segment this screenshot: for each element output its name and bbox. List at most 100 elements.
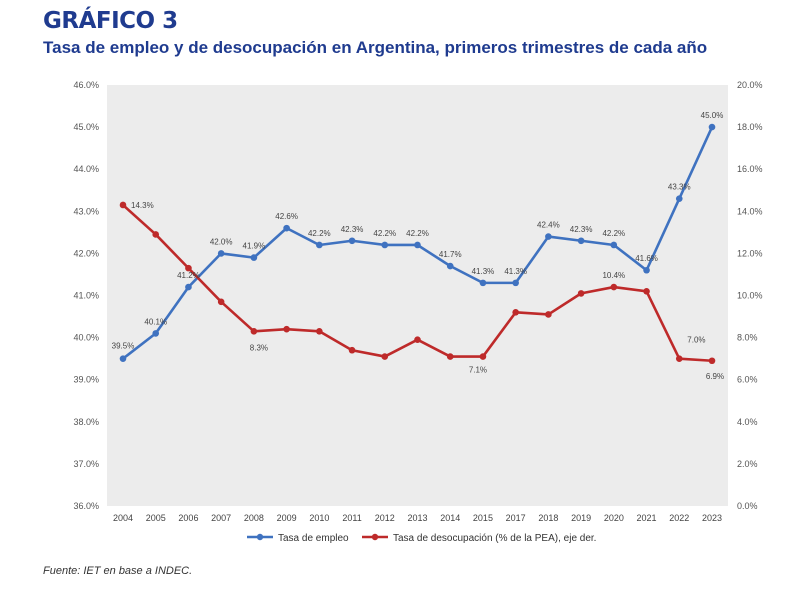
employment-point [348, 237, 356, 245]
employment-data-label: 42.2% [602, 229, 625, 238]
employment-point [414, 241, 421, 249]
employment-data-label: 42.3% [341, 225, 364, 234]
employment-data-label: 42.2% [373, 229, 396, 238]
x-axis-tick-label: 2011 [342, 513, 361, 523]
x-axis-tick-label: 2020 [604, 513, 624, 523]
employment-point [250, 254, 258, 261]
employment-data-label: 41.6% [635, 254, 658, 263]
employment-data-label: 41.3% [504, 267, 527, 276]
unemployment-point [479, 353, 487, 360]
x-axis-tick-label: 2012 [375, 513, 395, 523]
right-axis-tick-label: 14.0% [737, 206, 763, 216]
left-axis-tick-label: 36.0% [73, 501, 99, 511]
employment-point [217, 250, 225, 257]
right-axis-tick-label: 4.0% [737, 417, 758, 427]
unemployment-point [610, 283, 618, 291]
unemployment-point [577, 290, 585, 297]
unemployment-point [348, 346, 356, 354]
x-axis-tick-label: 2005 [146, 513, 166, 523]
employment-point [283, 224, 290, 232]
unemployment-point [414, 336, 421, 344]
right-axis-tick-label: 8.0% [737, 333, 758, 343]
unemployment-point [283, 325, 290, 333]
right-axis-tick-label: 10.0% [737, 291, 763, 301]
left-axis-tick-label: 41.0% [73, 291, 99, 301]
left-axis-tick-label: 39.0% [73, 375, 99, 385]
left-axis-tick-label: 38.0% [73, 417, 99, 427]
line-chart: 36.0% 37.0% 38.0% 39.0% 40.0% 41.0% 42.0% 43.0%… [73, 80, 763, 544]
employment-point [577, 237, 585, 245]
employment-data-label: 42.3% [570, 225, 593, 234]
unemployment-point [185, 264, 192, 272]
employment-data-label: 43.3% [668, 183, 691, 192]
unemployment-point [381, 353, 389, 360]
unemployment-data-label: 7.1% [469, 366, 487, 375]
unemployment-data-label: 14.3% [131, 201, 154, 210]
x-axis-tick-label: 2004 [113, 513, 133, 523]
employment-data-label: 42.6% [275, 212, 298, 221]
employment-point [381, 241, 389, 249]
employment-data-label: 39.5% [112, 342, 135, 351]
unemployment-point [512, 309, 519, 316]
x-axis-tick-label: 2007 [211, 513, 231, 523]
unemployment-point [250, 327, 258, 335]
x-axis-tick-label: 2023 [702, 513, 722, 523]
employment-data-label: 41.2% [177, 271, 200, 280]
employment-point [185, 283, 192, 291]
unemployment-point [545, 311, 552, 318]
employment-point [152, 330, 160, 337]
right-axis-tick-label: 2.0% [737, 459, 758, 469]
employment-point [675, 195, 683, 202]
right-axis-tick-label: 18.0% [737, 122, 763, 132]
legend-label-employment: Tasa de empleo [278, 533, 349, 544]
unemployment-point [316, 327, 323, 335]
plot-area [107, 85, 728, 506]
left-axis-tick-label: 40.0% [73, 333, 99, 343]
unemployment-point [217, 298, 225, 306]
employment-data-label: 42.0% [210, 237, 233, 246]
left-axis-tick-label: 37.0% [73, 459, 99, 469]
unemployment-point [152, 231, 160, 238]
right-axis-tick-label: 20.0% [737, 80, 763, 90]
unemployment-point [675, 355, 683, 362]
unemployment-data-label: 6.9% [706, 372, 724, 381]
right-axis-tick-label: 0.0% [737, 501, 758, 511]
unemployment-data-label: 7.0% [687, 336, 705, 345]
legend-marker-employment [256, 533, 264, 541]
unemployment-point [708, 357, 716, 365]
employment-point [446, 262, 454, 270]
source-note: Fuente: IET en base a INDEC. [43, 565, 193, 577]
employment-point [479, 279, 487, 287]
right-axis-tick-label: 6.0% [737, 375, 758, 385]
left-axis-tick-label: 45.0% [73, 122, 99, 132]
unemployment-point [643, 287, 650, 295]
employment-data-label: 41.3% [472, 267, 495, 276]
employment-data-label: 41.9% [243, 242, 266, 251]
employment-point [610, 241, 618, 249]
employment-data-label: 45.0% [701, 111, 724, 120]
employment-point [512, 279, 519, 287]
x-axis-tick-label: 2014 [440, 513, 460, 523]
employment-point [708, 123, 716, 131]
x-axis-tick-label: 2006 [178, 513, 198, 523]
employment-data-label: 42.2% [406, 229, 429, 238]
x-axis-tick-label: 2017 [506, 513, 526, 523]
employment-point [545, 233, 552, 240]
employment-data-label: 42.4% [537, 221, 560, 230]
x-axis-tick-label: 2013 [407, 513, 427, 523]
left-axis-tick-label: 42.0% [73, 248, 99, 258]
unemployment-data-label: 10.4% [602, 271, 625, 280]
unemployment-point [119, 201, 127, 209]
x-axis-tick-label: 2015 [473, 513, 493, 523]
x-axis-tick-label: 2018 [538, 513, 558, 523]
employment-point [316, 241, 323, 249]
figure-label: GRÁFICO 3 [43, 8, 178, 34]
left-axis-tick-label: 43.0% [73, 206, 99, 216]
unemployment-point [446, 353, 454, 360]
x-axis-tick-label: 2022 [669, 513, 689, 523]
legend: Tasa de empleo Tasa de desocupación (% d… [247, 533, 596, 544]
employment-data-label: 40.1% [144, 317, 167, 326]
x-axis-tick-label: 2010 [309, 513, 329, 523]
employment-data-label: 41.7% [439, 250, 462, 259]
chart-title: Tasa de empleo y de desocupación en Arge… [43, 38, 708, 57]
